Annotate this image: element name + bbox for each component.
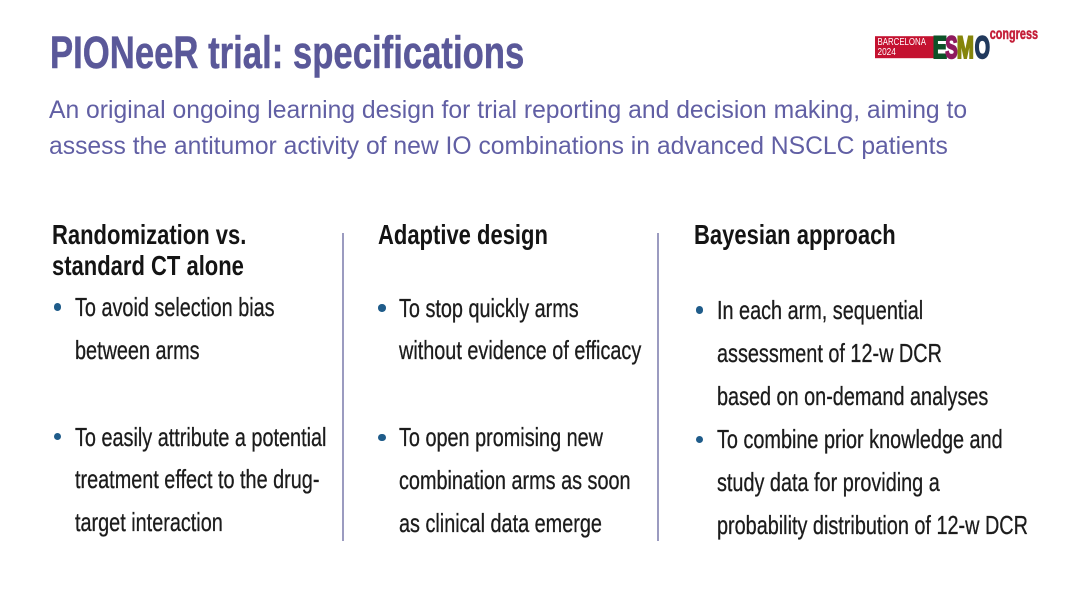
svg-text:O: O [975, 29, 990, 65]
svg-text:2024: 2024 [878, 46, 896, 57]
svg-text:M: M [957, 30, 974, 65]
svg-text:congress: congress [990, 25, 1039, 43]
svg-text:S: S [945, 31, 957, 65]
svg-text:E: E [933, 30, 947, 65]
svg-text:BARCELONA: BARCELONA [878, 36, 927, 47]
